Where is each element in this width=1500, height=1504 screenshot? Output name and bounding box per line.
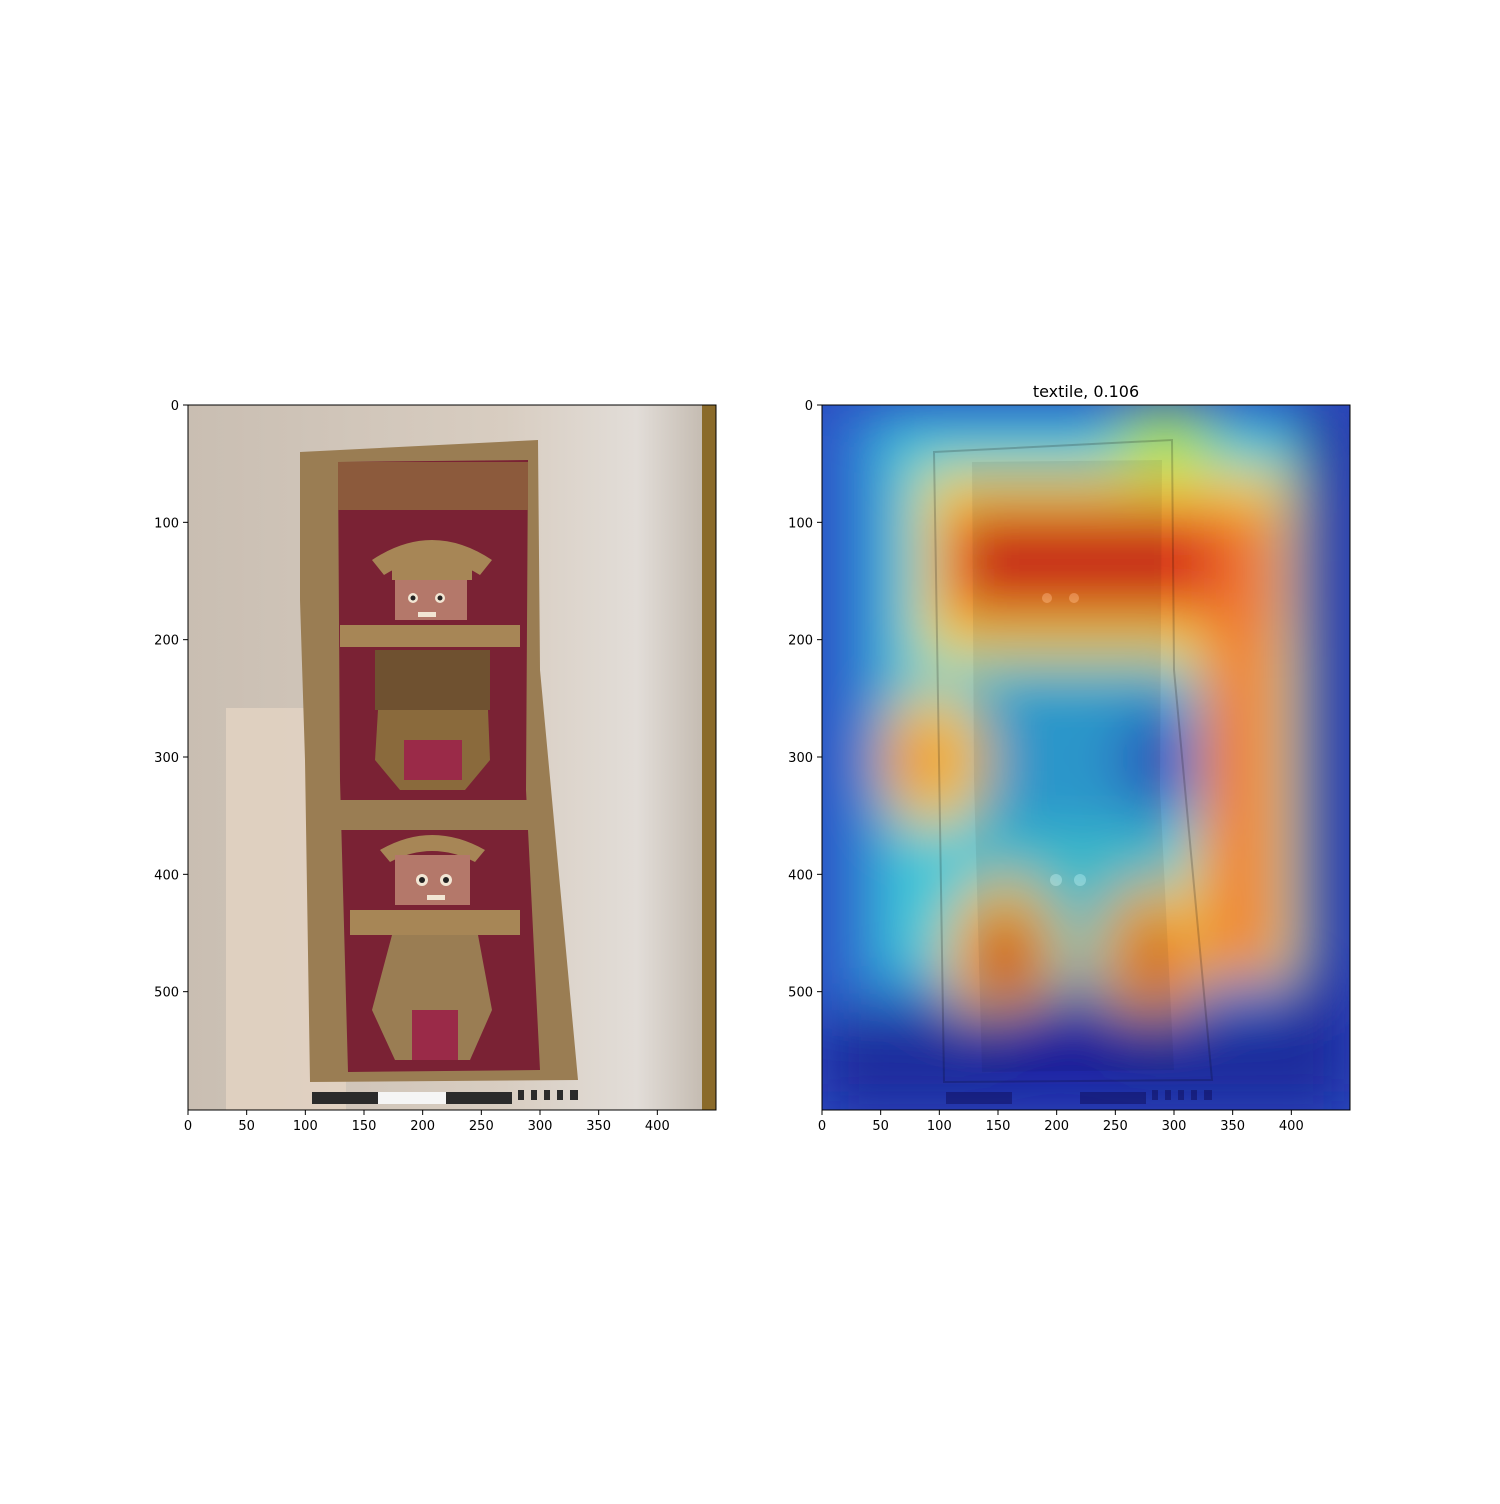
right-gold-strip: [702, 405, 716, 1110]
y-tick-label: 300: [154, 751, 179, 766]
scale-bar: [312, 1090, 578, 1104]
heatmap-blobs: [822, 405, 1350, 1110]
x-tick-label: 300: [1162, 1119, 1187, 1134]
heatmap-scale-bar: [946, 1090, 1212, 1104]
y-tick-label: 0: [805, 399, 813, 414]
upper-figure: [340, 540, 520, 790]
y-tick-label: 0: [171, 399, 179, 414]
right-panel: [822, 405, 1350, 1110]
x-tick-label: 0: [184, 1119, 192, 1134]
left-axis-ticks: 0 50 100 150 200 250 300 350 400 0 100 200 300 400 500: [154, 399, 670, 1134]
x-tick-label: 50: [872, 1119, 889, 1134]
right-axis-ticks: 0 50 100 150 200 250 300 350 400 0 100 200 300 400 500: [788, 399, 1304, 1134]
x-tick-label: 400: [1279, 1119, 1304, 1134]
x-tick-label: 300: [528, 1119, 553, 1134]
y-tick-label: 500: [154, 986, 179, 1001]
right-panel-title: textile, 0.106: [1033, 382, 1139, 401]
x-tick-label: 150: [986, 1119, 1011, 1134]
lower-figure: [340, 800, 528, 1060]
textile-top-frieze: [338, 462, 528, 510]
y-tick-label: 500: [788, 986, 813, 1001]
textile-ghost: [932, 438, 1214, 1084]
x-tick-label: 350: [586, 1119, 611, 1134]
x-tick-label: 350: [1220, 1119, 1245, 1134]
x-tick-label: 0: [818, 1119, 826, 1134]
y-tick-label: 100: [788, 516, 813, 531]
x-tick-label: 150: [352, 1119, 377, 1134]
x-tick-label: 100: [293, 1119, 318, 1134]
x-tick-label: 250: [1103, 1119, 1128, 1134]
y-tick-label: 100: [154, 516, 179, 531]
x-tick-label: 200: [1044, 1119, 1069, 1134]
y-tick-label: 400: [154, 868, 179, 883]
y-tick-label: 300: [788, 751, 813, 766]
x-tick-label: 400: [645, 1119, 670, 1134]
y-tick-label: 200: [788, 634, 813, 649]
y-tick-label: 200: [154, 634, 179, 649]
left-panel: [188, 405, 716, 1110]
y-tick-label: 400: [788, 868, 813, 883]
x-tick-label: 200: [410, 1119, 435, 1134]
x-tick-label: 50: [238, 1119, 255, 1134]
x-tick-label: 250: [469, 1119, 494, 1134]
x-tick-label: 100: [927, 1119, 952, 1134]
